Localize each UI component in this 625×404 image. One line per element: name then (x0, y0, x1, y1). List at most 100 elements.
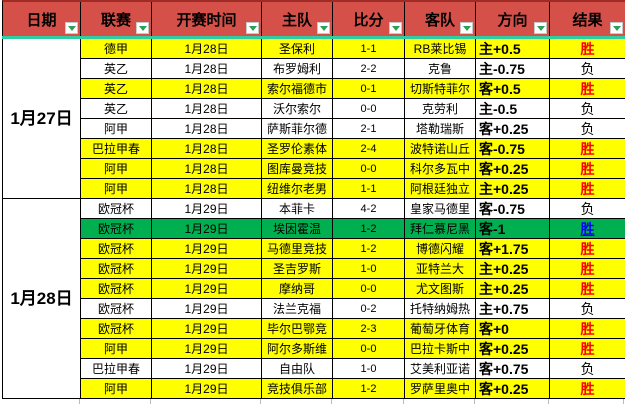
header-cell-time[interactable]: 开赛时间 (152, 2, 262, 36)
home-team-cell[interactable]: 圣保利 (262, 39, 333, 59)
home-team-cell[interactable]: 埃因霍温 (262, 219, 333, 239)
result-cell[interactable]: 负 (550, 299, 625, 319)
home-team-cell[interactable]: 本菲卡 (262, 199, 333, 219)
score-cell[interactable]: 0-0 (333, 339, 405, 359)
time-cell[interactable]: 1月28日 (152, 179, 262, 199)
header-cell-direction[interactable]: 方向 (476, 2, 550, 36)
direction-cell[interactable]: 主+0.25 (476, 279, 550, 299)
away-team-cell[interactable]: 切斯特菲尔德 (405, 79, 476, 99)
time-cell[interactable]: 1月29日 (152, 339, 262, 359)
direction-cell[interactable]: 客-0.75 (476, 139, 550, 159)
home-team-cell[interactable]: 圣罗伦素体育 (262, 139, 333, 159)
time-cell[interactable]: 1月29日 (152, 299, 262, 319)
away-team-cell[interactable]: 克劳利 (405, 99, 476, 119)
away-team-cell[interactable]: 亚特兰大 (405, 259, 476, 279)
away-team-cell[interactable]: 皇家马德里 (405, 199, 476, 219)
result-cell[interactable]: 胜 (550, 79, 625, 99)
home-team-cell[interactable]: 自由队 (262, 359, 333, 379)
home-team-cell[interactable]: 竞技俱乐部 (262, 379, 333, 399)
direction-cell[interactable]: 客+0.25 (476, 159, 550, 179)
direction-cell[interactable]: 主+0.25 (476, 179, 550, 199)
away-team-cell[interactable]: 科尔多瓦中央 (405, 159, 476, 179)
time-cell[interactable]: 1月29日 (152, 219, 262, 239)
away-team-cell[interactable]: RB莱比锡 (405, 39, 476, 59)
direction-cell[interactable]: 主-0.75 (476, 59, 550, 79)
direction-cell[interactable]: 主+0.5 (476, 39, 550, 59)
league-cell[interactable]: 欧冠杯 (81, 239, 152, 259)
away-team-cell[interactable]: 尤文图斯 (405, 279, 476, 299)
score-cell[interactable]: 1-0 (333, 359, 405, 379)
score-cell[interactable]: 0-0 (333, 159, 405, 179)
time-cell[interactable]: 1月28日 (152, 119, 262, 139)
home-team-cell[interactable]: 纽维尔老男孩 (262, 179, 333, 199)
score-cell[interactable]: 1-1 (333, 179, 405, 199)
time-cell[interactable]: 1月29日 (152, 359, 262, 379)
away-team-cell[interactable]: 巴拉卡斯中央 (405, 339, 476, 359)
result-cell[interactable]: 胜 (550, 259, 625, 279)
home-team-cell[interactable]: 索尔福德市 (262, 79, 333, 99)
filter-dropdown-icon[interactable] (65, 22, 78, 34)
score-cell[interactable]: 1-1 (333, 39, 405, 59)
away-team-cell[interactable]: 塔勒瑞斯 (405, 119, 476, 139)
time-cell[interactable]: 1月29日 (152, 199, 262, 219)
score-cell[interactable]: 4-2 (333, 199, 405, 219)
score-cell[interactable]: 2-3 (333, 319, 405, 339)
header-cell-score[interactable]: 比分 (333, 2, 405, 36)
result-cell[interactable]: 负 (550, 99, 625, 119)
result-cell[interactable]: 胜 (550, 219, 625, 239)
score-cell[interactable]: 0-2 (333, 299, 405, 319)
home-team-cell[interactable]: 圣吉罗斯 (262, 259, 333, 279)
result-cell[interactable]: 负 (550, 199, 625, 219)
score-cell[interactable]: 1-2 (333, 219, 405, 239)
home-team-cell[interactable]: 马德里竞技 (262, 239, 333, 259)
league-cell[interactable]: 阿甲 (81, 179, 152, 199)
score-cell[interactable]: 2-2 (333, 59, 405, 79)
score-cell[interactable]: 1-2 (333, 239, 405, 259)
away-team-cell[interactable]: 罗萨里奥中央 (405, 379, 476, 399)
header-cell-date[interactable]: 日期 (3, 2, 81, 36)
league-cell[interactable]: 巴拉甲春 (81, 359, 152, 379)
score-cell[interactable]: 0-0 (333, 279, 405, 299)
score-cell[interactable]: 0-1 (333, 79, 405, 99)
home-team-cell[interactable]: 沃尔索尔 (262, 99, 333, 119)
score-cell[interactable]: 1-2 (333, 379, 405, 399)
home-team-cell[interactable]: 图库曼竞技 (262, 159, 333, 179)
result-cell[interactable]: 胜 (550, 339, 625, 359)
direction-cell[interactable]: 客+0.5 (476, 79, 550, 99)
date-group-cell[interactable]: 1月27日 (3, 39, 81, 199)
result-cell[interactable]: 胜 (550, 39, 625, 59)
filter-dropdown-icon[interactable] (317, 22, 330, 34)
time-cell[interactable]: 1月28日 (152, 99, 262, 119)
time-cell[interactable]: 1月28日 (152, 139, 262, 159)
direction-cell[interactable]: 客+0.25 (476, 339, 550, 359)
filter-dropdown-icon[interactable] (460, 22, 473, 34)
header-cell-away[interactable]: 客队 (405, 2, 476, 36)
direction-cell[interactable]: 主+0.25 (476, 259, 550, 279)
league-cell[interactable]: 阿甲 (81, 159, 152, 179)
direction-cell[interactable]: 客+0.25 (476, 119, 550, 139)
league-cell[interactable]: 欧冠杯 (81, 199, 152, 219)
league-cell[interactable]: 阿甲 (81, 339, 152, 359)
home-team-cell[interactable]: 法兰克福 (262, 299, 333, 319)
league-cell[interactable]: 英乙 (81, 99, 152, 119)
filter-dropdown-icon[interactable] (610, 22, 623, 34)
league-cell[interactable]: 德甲 (81, 39, 152, 59)
time-cell[interactable]: 1月28日 (152, 39, 262, 59)
score-cell[interactable]: 0-0 (333, 99, 405, 119)
league-cell[interactable]: 欧冠杯 (81, 319, 152, 339)
home-team-cell[interactable]: 布罗姆利 (262, 59, 333, 79)
away-team-cell[interactable]: 托特纳姆热刺 (405, 299, 476, 319)
away-team-cell[interactable]: 克鲁 (405, 59, 476, 79)
result-cell[interactable]: 负 (550, 359, 625, 379)
direction-cell[interactable]: 主-0.5 (476, 99, 550, 119)
header-cell-home[interactable]: 主队 (262, 2, 333, 36)
direction-cell[interactable]: 客+0 (476, 319, 550, 339)
header-cell-league[interactable]: 联赛 (81, 2, 152, 36)
home-team-cell[interactable]: 萨斯菲尔德 (262, 119, 333, 139)
home-team-cell[interactable]: 毕尔巴鄂竞技 (262, 319, 333, 339)
league-cell[interactable]: 英乙 (81, 59, 152, 79)
time-cell[interactable]: 1月28日 (152, 59, 262, 79)
away-team-cell[interactable]: 博德闪耀 (405, 239, 476, 259)
league-cell[interactable]: 欧冠杯 (81, 299, 152, 319)
time-cell[interactable]: 1月28日 (152, 159, 262, 179)
